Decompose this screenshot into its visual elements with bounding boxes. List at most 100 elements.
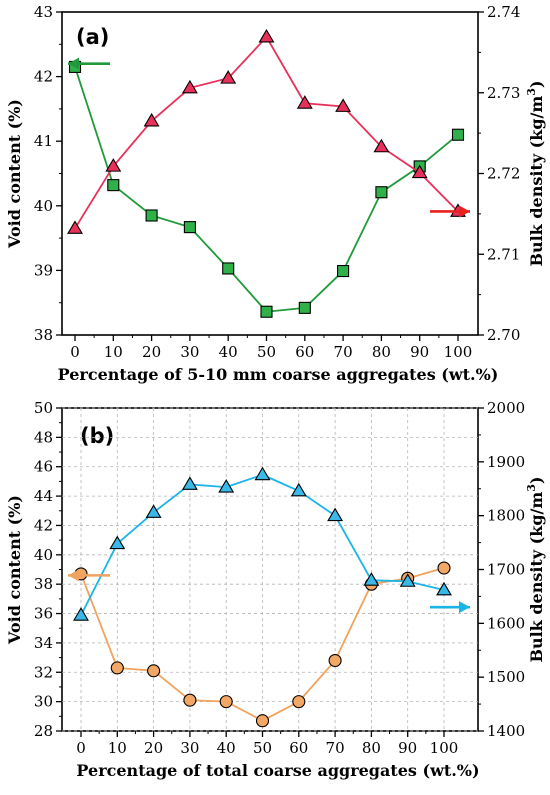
y2-tick-label: 1400	[487, 722, 525, 740]
data-point	[183, 693, 197, 707]
data-point	[292, 695, 306, 709]
data-point	[73, 607, 89, 621]
y-tick-label: 40	[34, 197, 53, 215]
chart-panel-b: (b) Percentage of total coarse aggregate…	[5, 399, 546, 780]
x-axis-title: Percentage of 5-10 mm coarse aggregates …	[58, 365, 499, 384]
data-point	[258, 28, 275, 43]
y-tick-label: 30	[34, 693, 53, 711]
data-point	[145, 209, 158, 222]
x-tick-label: 100	[430, 739, 459, 757]
y-tick-label: 36	[34, 605, 53, 623]
data-point	[107, 179, 120, 192]
data-point	[183, 221, 196, 234]
x-tick-label: 30	[180, 739, 199, 757]
data-point	[290, 482, 307, 497]
data-point	[260, 305, 273, 318]
data-point	[181, 476, 198, 490]
x-tick-label: 10	[104, 343, 123, 361]
data-point	[373, 138, 390, 153]
data-point	[220, 70, 237, 84]
data-point	[110, 661, 124, 675]
y2-axis-title: Bulk density (kg/m3)	[525, 476, 546, 662]
data-point	[255, 714, 270, 728]
y-axis-title: Void content (%)	[5, 99, 24, 249]
x-tick-label: 20	[142, 343, 161, 361]
y-tick-label: 41	[34, 132, 53, 150]
y2-axis-title: Bulk density (kg/m3)	[525, 80, 546, 266]
data-point	[436, 581, 452, 596]
y2-axis-title-sup: 3	[525, 88, 538, 96]
axis-arrowhead	[68, 57, 79, 70]
data-point	[143, 112, 160, 127]
data-point	[437, 561, 451, 575]
panel-label: (b)	[80, 424, 114, 448]
x-tick-label: 30	[180, 343, 199, 361]
data-point	[105, 158, 122, 172]
x-tick-label: 70	[326, 739, 345, 757]
y2-axis-title-main: Bulk density (kg/m	[527, 492, 546, 663]
y-tick-label: 44	[34, 487, 53, 505]
y2-axis-title-end: )	[527, 476, 546, 484]
data-point	[109, 535, 126, 550]
data-point	[411, 164, 428, 179]
axis-arrowhead	[68, 569, 79, 582]
y-tick-label: 42	[34, 68, 53, 86]
y2-tick-label: 1500	[487, 668, 525, 686]
data-point	[337, 264, 350, 278]
axis-arrowhead	[459, 205, 470, 218]
y-tick-label: 38	[34, 575, 53, 593]
y-tick-label: 40	[34, 546, 53, 564]
data-point	[296, 95, 313, 109]
x-tick-label: 20	[144, 739, 163, 757]
data-point	[219, 695, 233, 709]
y-tick-label: 48	[34, 428, 53, 446]
y2-axis-title-main: Bulk density (kg/m	[527, 96, 546, 267]
x-tick-label: 90	[410, 343, 429, 361]
data-point	[335, 98, 352, 112]
y-tick-label: 38	[34, 326, 53, 344]
y2-tick-label: 1700	[487, 561, 525, 579]
data-point	[451, 128, 465, 141]
data-point	[218, 479, 235, 493]
data-point	[375, 186, 388, 199]
series-line	[74, 66, 459, 313]
x-tick-label: 90	[398, 739, 417, 757]
data-point	[328, 653, 342, 668]
x-tick-label: 40	[217, 739, 236, 757]
y-axis-title: Void content (%)	[5, 495, 24, 645]
x-tick-label: 0	[76, 739, 86, 757]
y2-tick-label: 2000	[487, 399, 525, 417]
y2-tick-label: 1800	[487, 507, 525, 525]
y2-tick-label: 1600	[487, 614, 525, 632]
data-point	[181, 79, 198, 94]
x-tick-label: 100	[444, 343, 473, 361]
panel-label: (a)	[76, 25, 109, 49]
y-tick-label: 28	[34, 722, 53, 740]
data-point	[222, 262, 235, 275]
data-point	[254, 466, 271, 481]
x-tick-label: 60	[295, 343, 314, 361]
y-tick-label: 43	[34, 3, 53, 21]
x-tick-label: 0	[70, 343, 80, 361]
x-tick-label: 40	[219, 343, 238, 361]
y2-axis-title-sup: 3	[525, 484, 538, 492]
y2-tick-label: 2.74	[487, 3, 520, 21]
y-tick-label: 42	[34, 516, 53, 534]
y-tick-label: 50	[34, 399, 53, 417]
y2-tick-label: 1900	[487, 453, 525, 471]
x-tick-label: 10	[108, 739, 127, 757]
plot-frame	[61, 407, 479, 732]
data-point	[298, 301, 311, 314]
x-tick-label: 50	[253, 739, 272, 757]
y-tick-label: 34	[34, 634, 53, 652]
y2-axis-title-end: )	[527, 80, 546, 88]
data-point	[399, 573, 416, 587]
y2-tick-label: 2.71	[487, 245, 520, 263]
chart-panel-a: (a) Percentage of 5-10 mm coarse aggrega…	[5, 3, 546, 384]
y2-tick-label: 2.73	[487, 84, 520, 102]
y-tick-label: 32	[34, 663, 53, 681]
data-point	[327, 507, 344, 522]
x-tick-label: 60	[289, 739, 308, 757]
y-tick-label: 39	[34, 261, 53, 279]
